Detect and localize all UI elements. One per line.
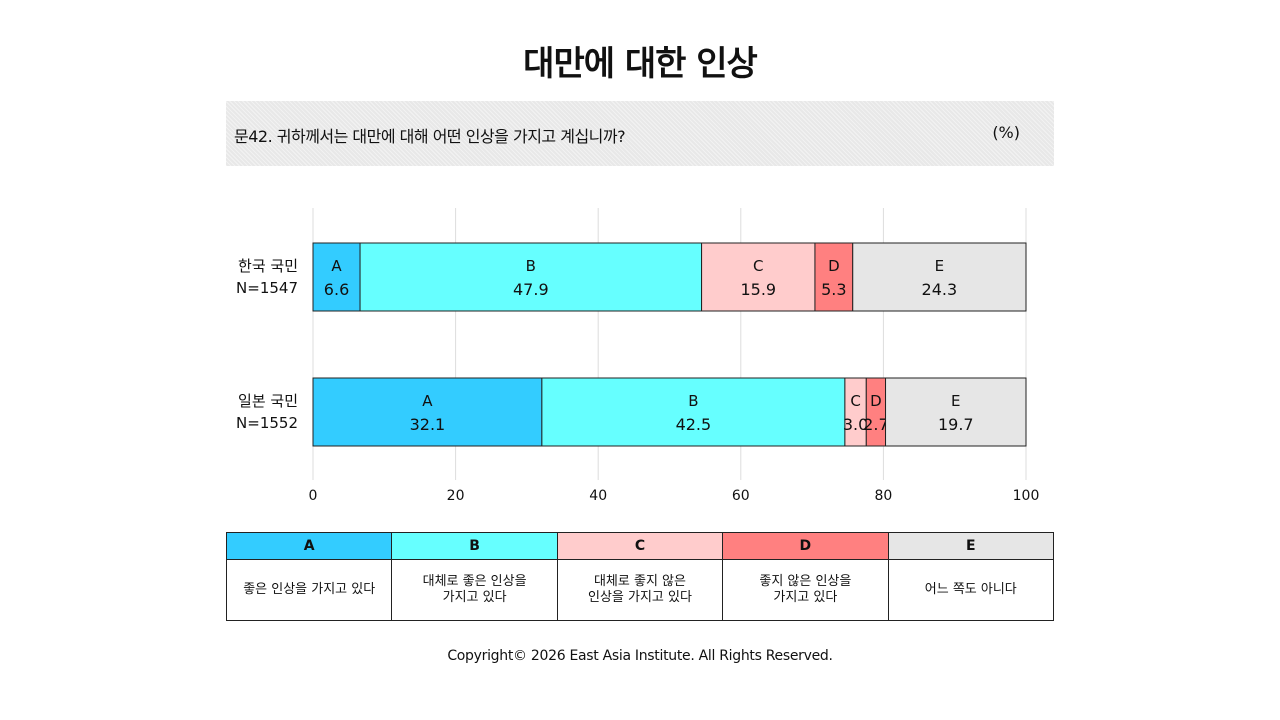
data-label-a-0: 6.6 <box>324 280 349 299</box>
segment-key-a-0: A <box>331 257 342 275</box>
legend-desc-d: 좋지 않은 인상을 가지고 있다 <box>722 559 889 621</box>
data-label-e-0: 24.3 <box>922 280 958 299</box>
data-label-c-1: 3.0 <box>843 415 868 434</box>
unit-label: (%) <box>992 123 1020 142</box>
segment-key-d-1: D <box>870 392 882 410</box>
legend-key-b: B <box>391 532 558 560</box>
data-label-d-1: 2.7 <box>863 415 888 434</box>
legend-key-c: C <box>556 532 724 560</box>
page-title: 대만에 대한 인상 <box>523 44 758 84</box>
copyright-footer: Copyright© 2026 East Asia Institute. All… <box>447 648 833 664</box>
bar-e-1 <box>885 377 1027 447</box>
x-tick-label-100: 100 <box>1013 488 1040 504</box>
data-label-b-1: 42.5 <box>676 415 712 434</box>
bar-b-0 <box>359 242 703 312</box>
bar-a-1 <box>312 377 543 447</box>
x-tick-label-80: 80 <box>874 488 892 504</box>
segment-key-e-1: E <box>951 392 960 410</box>
data-label-d-0: 5.3 <box>821 280 846 299</box>
legend-key-row: A B C D E <box>225 532 1055 560</box>
legend-desc-a: 좋은 인상을 가지고 있다 <box>225 559 393 621</box>
segment-key-c-1: C <box>850 392 860 410</box>
x-tick-label-0: 0 <box>309 488 318 504</box>
bar-e-0 <box>852 242 1027 312</box>
bar-a-0 <box>312 242 361 312</box>
row-n-0: N=1547 <box>236 279 298 297</box>
row-label-1: 일본 국민 <box>238 392 298 410</box>
question-banner: 문42. 귀하께서는 대만에 대해 어떤 인상을 가지고 계십니까? (%) <box>226 101 1054 166</box>
bar-c-0 <box>701 242 816 312</box>
bar-c-1 <box>844 377 867 447</box>
legend-key-a: A <box>225 532 393 560</box>
stacked-bar-chart: 0 20 40 60 80 100 한국 국민 N=1547 A 6.6 B 47.9 C 15.9 D 5.… <box>236 208 1040 504</box>
legend-desc-e: 어느 쪽도 아니다 <box>887 559 1055 621</box>
data-label-b-0: 47.9 <box>513 280 549 299</box>
x-tick-label-20: 20 <box>447 488 465 504</box>
segment-key-b-0: B <box>526 257 536 275</box>
legend-desc-c: 대체로 좋지 않은 인상을 가지고 있다 <box>556 559 724 621</box>
row-n-1: N=1552 <box>236 414 298 432</box>
legend-desc-b: 대체로 좋은 인상을 가지고 있다 <box>391 559 558 621</box>
bar-d-0 <box>814 242 854 312</box>
bar-d-1 <box>865 377 887 447</box>
data-label-a-1: 32.1 <box>410 415 446 434</box>
legend-table: A B C D E 좋은 인상을 가지고 있다 대체로 좋은 인상을 가지고 있다… <box>225 532 1055 621</box>
bar-b-1 <box>541 377 846 447</box>
segment-key-e-0: E <box>935 257 944 275</box>
legend-key-e: E <box>887 532 1055 560</box>
segment-key-d-0: D <box>828 257 840 275</box>
row-label-0: 한국 국민 <box>238 257 298 275</box>
x-tick-label-40: 40 <box>589 488 607 504</box>
segment-key-b-1: B <box>688 392 698 410</box>
question-text: 문42. 귀하께서는 대만에 대해 어떤 인상을 가지고 계십니까? <box>234 127 626 146</box>
data-label-e-1: 19.7 <box>938 415 974 434</box>
data-label-c-0: 15.9 <box>740 280 776 299</box>
x-tick-label-60: 60 <box>732 488 750 504</box>
legend-description-row: 좋은 인상을 가지고 있다 대체로 좋은 인상을 가지고 있다 대체로 좋지 않은… <box>225 559 1055 621</box>
legend-key-d: D <box>722 532 889 560</box>
segment-key-c-0: C <box>753 257 763 275</box>
segment-key-a-1: A <box>422 392 433 410</box>
